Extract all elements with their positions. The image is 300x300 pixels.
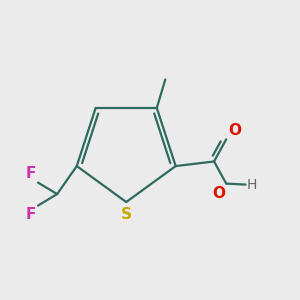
Text: S: S [121, 207, 132, 222]
Text: O: O [228, 122, 241, 137]
Text: F: F [26, 207, 36, 222]
Text: H: H [247, 178, 257, 192]
Text: F: F [26, 166, 36, 181]
Text: O: O [212, 186, 225, 201]
